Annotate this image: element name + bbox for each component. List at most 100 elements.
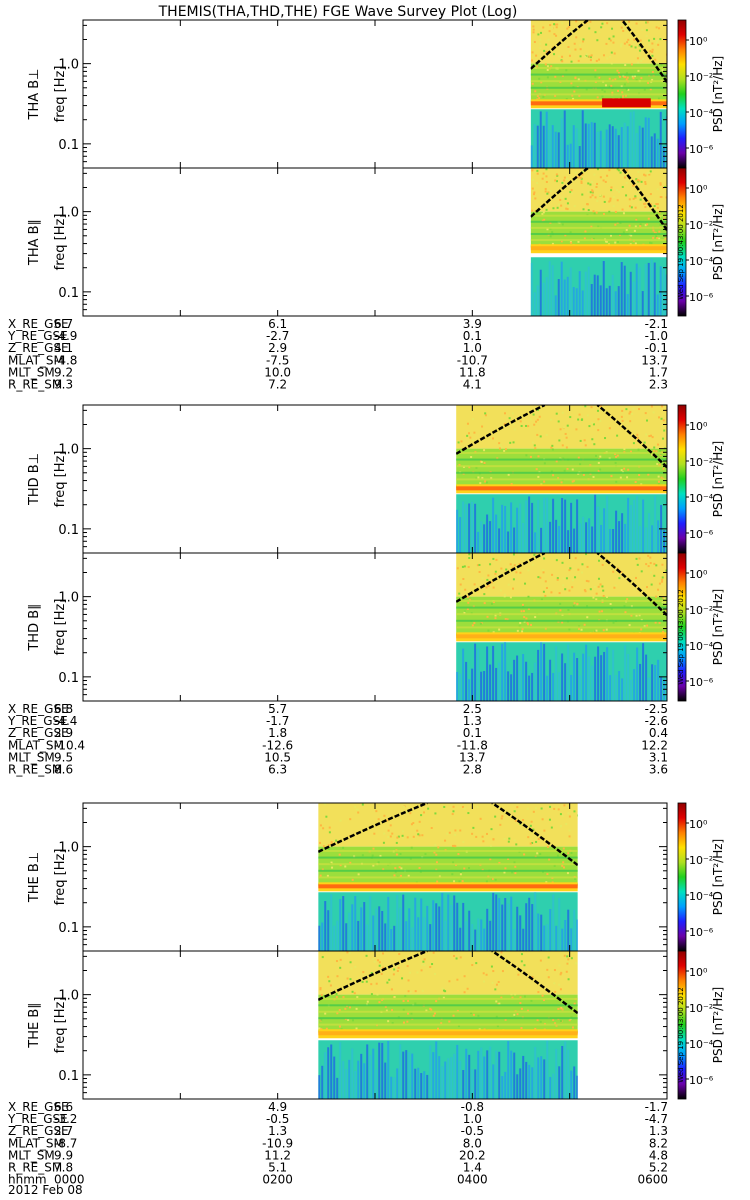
colorbar-tick-label: 10⁻⁶ [689, 528, 714, 541]
mid-freq-region [530, 211, 667, 249]
y-tick-label: 1.0 [58, 206, 79, 221]
colorbar-tick-label: 10⁻⁶ [689, 1074, 714, 1087]
ephemeris-value: -2.1 [645, 317, 668, 331]
ephemeris-name: MLT_SM [8, 1148, 55, 1162]
freq-axis-label: freq [Hz] [53, 214, 68, 271]
ephemeris-name: X_RE_GSE [8, 1100, 69, 1114]
ephemeris-name: Y_RE_GSE [7, 714, 68, 728]
ephemeris-value: 13.7 [641, 353, 668, 367]
ephemeris-value: 2.9 [268, 341, 287, 355]
ephemeris-value: 13.7 [459, 750, 486, 764]
ephemeris-value: 11.8 [459, 365, 486, 379]
ephemeris-value: 6.7 [54, 317, 73, 331]
colorbar-label: PSD [nT²/Hz] [711, 589, 725, 665]
ephemeris-value: 3.9 [463, 317, 482, 331]
spectrogram-thd-par [456, 553, 667, 701]
y-tick-label: 1.0 [58, 58, 79, 73]
ephemeris-name: Z_RE_GSE [8, 726, 69, 740]
colorbar-scale [677, 950, 687, 1100]
ephemeris-value: -2.5 [645, 702, 668, 716]
ephemeris-value: -8.7 [54, 1136, 77, 1150]
ephemeris-value: -4.7 [645, 1112, 668, 1126]
spectrogram-tha-par [530, 168, 667, 316]
ephemeris-name: X_RE_GSE [8, 702, 69, 716]
ephemeris-value: 9.9 [54, 1148, 73, 1162]
ephemeris-name: MLT_SM [8, 750, 55, 764]
ephemeris-value: 1.0 [463, 341, 482, 355]
colorbar-tick-label: 10⁻⁶ [689, 926, 714, 939]
colorbar-tick-label: 10⁻² [689, 456, 713, 469]
ephemeris-value: -2.7 [266, 329, 289, 343]
chart-title: THEMIS(THA,THD,THE) FGE Wave Survey Plot… [158, 4, 518, 20]
high-freq-noise [318, 951, 578, 995]
ephemeris-value: 0000 [54, 1173, 85, 1187]
ephemeris-value: -4.4 [54, 714, 77, 728]
ephemeris-value: -2.6 [645, 714, 668, 728]
high-freq-noise [530, 20, 667, 64]
ephemeris-name: R_RE_SM [8, 378, 62, 392]
colorbar: 10⁰ 10⁻² 10⁻⁴ 10⁻⁶ PSD [nT²/Hz] Wed Sep 19 00… [677, 950, 725, 1100]
colorbar-tick-label: 10⁻⁶ [689, 676, 714, 689]
y-tick-label: 1.0 [58, 443, 79, 458]
colorbar-tick-label: 10⁰ [689, 420, 708, 433]
panel-label: THD B⊥ [27, 453, 42, 506]
timestamp: Wed Sep 19 00:43:00 2012 [677, 204, 685, 300]
spectrogram-the-perp [318, 803, 578, 951]
spectrogram-thd-perp [456, 405, 667, 553]
freq-axis-label: freq [Hz] [53, 451, 68, 508]
ephemeris-value: -1.0 [645, 329, 668, 343]
ephemeris-value: 6.3 [268, 763, 287, 777]
gyro-curve [456, 405, 546, 455]
ephemeris-value: -12.6 [262, 738, 293, 752]
ephemeris-name: R_RE_SM [8, 1161, 62, 1175]
gyro-curve [318, 951, 428, 1001]
ephemeris-value: 7.8 [54, 1161, 73, 1175]
high-freq-noise [318, 803, 578, 847]
mid-freq-region [318, 994, 578, 1034]
colorbar: 10⁰ 10⁻² 10⁻⁴ 10⁻⁶ PSD [nT²/Hz] Wed Sep 19 00… [677, 167, 725, 317]
ephemeris-value: -10.9 [262, 1136, 293, 1150]
colorbar: 10⁰ 10⁻² 10⁻⁴ 10⁻⁶ PSD [nT²/Hz] [677, 19, 725, 169]
colorbar-tick-label: 10⁻⁶ [689, 143, 714, 156]
colorbar-scale [677, 19, 687, 169]
panel-label: THA B∥ [27, 219, 42, 266]
ephemeris-value: 8.2 [649, 1136, 668, 1150]
colorbar-tick-label: 10⁻² [689, 854, 713, 867]
timestamp: Wed Sep 19 00:43:00 2012 [677, 987, 685, 1083]
ephemeris-value: -1.7 [266, 714, 289, 728]
y-tick-label: 1.0 [58, 841, 79, 856]
ephemeris-name: X_RE_GSE [8, 317, 69, 331]
ephemeris-value: -10.7 [457, 353, 488, 367]
ephemeris-name: MLAT_SM [8, 353, 64, 367]
ephemeris-value: -4.8 [54, 353, 77, 367]
ephemeris-value: 1.7 [649, 365, 668, 379]
colorbar-tick-label: 10⁻⁴ [689, 492, 714, 505]
y-tick-label: 0.1 [58, 671, 79, 686]
colorbar-tick-label: 10⁻⁴ [689, 1038, 714, 1051]
ephemeris-value: -10.4 [54, 738, 85, 752]
high-freq-noise [530, 168, 667, 212]
ephemeris-value: 5.2 [649, 1161, 668, 1175]
spectrogram-the-par [318, 951, 578, 1099]
ephemeris-value: 2.7 [54, 1124, 73, 1138]
colorbar-tick-label: 10⁰ [689, 966, 708, 979]
ephemeris-value: 1.3 [463, 714, 482, 728]
colorbar: 10⁰ 10⁻² 10⁻⁴ 10⁻⁶ PSD [nT²/Hz] Wed Sep 19 00… [677, 552, 725, 702]
colorbar-tick-label: 10⁻⁴ [689, 107, 714, 120]
ephemeris-value: 0.1 [463, 329, 482, 343]
ephemeris-value: 0.4 [649, 726, 668, 740]
ephemeris-value: 2.3 [649, 378, 668, 392]
ephemeris-value: 6.6 [54, 1100, 73, 1114]
ephemeris-value: -3.2 [54, 1112, 77, 1126]
ephemeris-value: 2.8 [463, 763, 482, 777]
colorbar-tick-label: 10⁻² [689, 219, 713, 232]
ephemeris-value: 6.1 [268, 317, 287, 331]
colorbar-tick-label: 10⁻⁴ [689, 890, 714, 903]
ephemeris-name: Y_RE_GSE [7, 329, 68, 343]
spectrogram-tha-perp [530, 20, 667, 168]
gyro-curve [621, 20, 667, 83]
ephemeris-value: -0.8 [461, 1100, 484, 1114]
